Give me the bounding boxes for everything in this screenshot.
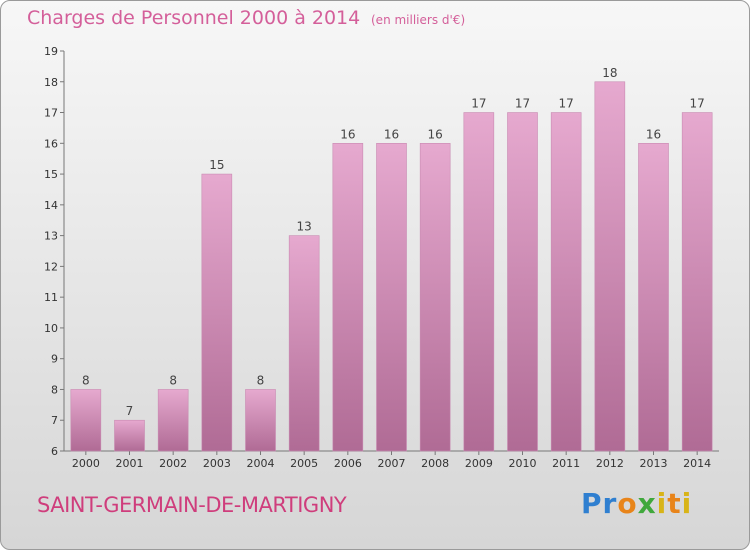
x-tick-label: 2011 bbox=[552, 457, 580, 470]
bar-2013 bbox=[638, 143, 669, 452]
y-tick-label: 7 bbox=[51, 414, 58, 427]
bar-2012 bbox=[594, 81, 626, 452]
bar-2002 bbox=[157, 389, 189, 452]
commune-name: SAINT-GERMAIN-DE-MARTIGNY bbox=[37, 493, 347, 517]
bar-value-label: 16 bbox=[340, 127, 355, 141]
bar-value-label: 13 bbox=[297, 220, 312, 234]
chart-subtitle: (en milliers d'€) bbox=[371, 13, 466, 27]
bar-value-label: 7 bbox=[126, 404, 134, 418]
y-tick-label: 6 bbox=[51, 445, 58, 458]
bar-value-label: 8 bbox=[82, 373, 90, 387]
logo-letter: i bbox=[656, 487, 668, 520]
bar-value-label: 8 bbox=[257, 373, 265, 387]
bar-value-label: 8 bbox=[169, 373, 177, 387]
y-tick-label: 13 bbox=[44, 230, 58, 243]
bar-2004 bbox=[245, 389, 276, 452]
x-tick-label: 2000 bbox=[72, 457, 100, 470]
x-tick-label: 2009 bbox=[465, 457, 493, 470]
bar-value-label: 17 bbox=[471, 97, 486, 111]
x-tick-label: 2012 bbox=[596, 457, 624, 470]
bar-2014 bbox=[681, 112, 713, 452]
bar-2000 bbox=[70, 389, 102, 452]
y-tick-label: 9 bbox=[51, 353, 58, 366]
bar-value-label: 18 bbox=[602, 66, 617, 80]
proxiti-logo[interactable]: Proxiti bbox=[581, 487, 692, 520]
logo-letter: i bbox=[681, 487, 693, 520]
y-tick-label: 11 bbox=[44, 291, 58, 304]
y-tick-label: 14 bbox=[44, 199, 58, 212]
bar-2008 bbox=[419, 143, 451, 452]
x-tick-label: 2014 bbox=[683, 457, 711, 470]
bar-value-label: 16 bbox=[384, 127, 399, 141]
y-tick-label: 10 bbox=[44, 322, 58, 335]
bar-2005 bbox=[288, 235, 320, 452]
y-tick-label: 12 bbox=[44, 260, 58, 273]
bar-2009 bbox=[463, 112, 495, 452]
bar-value-label: 17 bbox=[559, 97, 574, 111]
y-tick-label: 16 bbox=[44, 137, 58, 150]
bar-2011 bbox=[550, 112, 582, 452]
logo-letter: P bbox=[581, 487, 603, 520]
x-tick-label: 2004 bbox=[247, 457, 275, 470]
bar-value-label: 16 bbox=[428, 127, 443, 141]
x-tick-label: 2010 bbox=[509, 457, 537, 470]
chart-bars: 8 7 8 15 8 13 16 16 16 17 17 17 18 16 17 bbox=[70, 66, 713, 452]
bar-2010 bbox=[507, 112, 538, 452]
bar-2003 bbox=[201, 173, 233, 452]
x-tick-label: 2006 bbox=[334, 457, 362, 470]
logo-letter: t bbox=[667, 487, 682, 520]
bar-value-label: 16 bbox=[646, 127, 661, 141]
x-tick-label: 2003 bbox=[203, 457, 231, 470]
x-tick-label: 2008 bbox=[421, 457, 449, 470]
x-tick-label: 2007 bbox=[378, 457, 406, 470]
logo-letter: o bbox=[617, 487, 638, 520]
x-tick-label: 2002 bbox=[159, 457, 187, 470]
bar-value-label: 15 bbox=[209, 158, 224, 172]
chart-title: Charges de Personnel 2000 à 2014 bbox=[27, 7, 361, 29]
x-tick-label: 2013 bbox=[640, 457, 668, 470]
x-tick-label: 2001 bbox=[116, 457, 144, 470]
bar-value-label: 17 bbox=[690, 97, 705, 111]
y-tick-label: 17 bbox=[44, 107, 58, 120]
bar-2001 bbox=[114, 419, 145, 452]
y-tick-label: 18 bbox=[44, 76, 58, 89]
bar-value-label: 17 bbox=[515, 97, 530, 111]
bar-2006 bbox=[332, 143, 364, 452]
x-tick-label: 2005 bbox=[290, 457, 318, 470]
y-tick-label: 15 bbox=[44, 168, 58, 181]
logo-letter: r bbox=[602, 487, 618, 520]
y-tick-label: 19 bbox=[44, 45, 58, 58]
logo-letter: x bbox=[637, 487, 657, 520]
bar-2007 bbox=[376, 143, 407, 452]
y-tick-label: 8 bbox=[51, 383, 58, 396]
